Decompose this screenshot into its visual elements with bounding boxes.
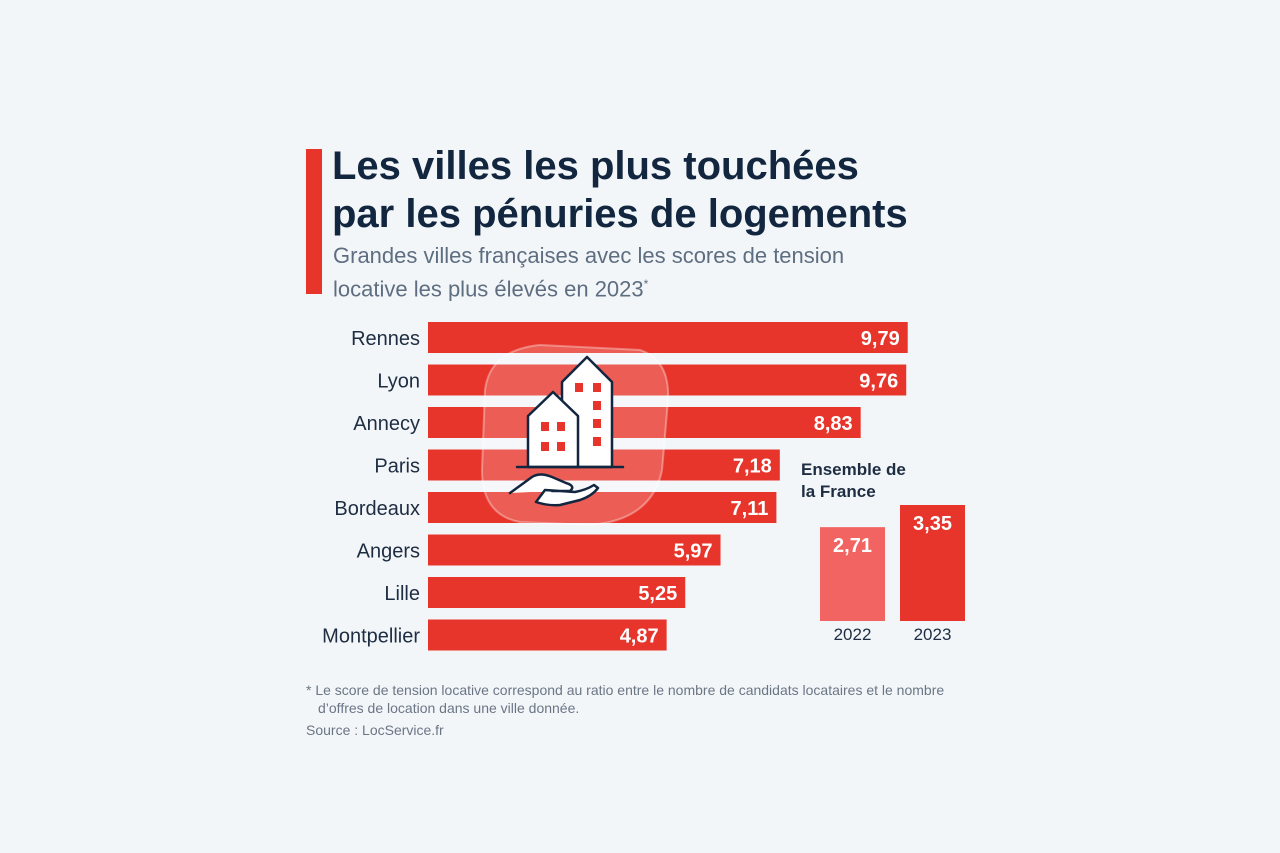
city-label: Bordeaux (334, 498, 420, 520)
bar-value-label: 8,83 (814, 413, 853, 435)
bar-value-label: 7,18 (733, 456, 772, 478)
city-label: Annecy (353, 413, 420, 435)
france-year-label: 2022 (834, 625, 872, 644)
city-label: Lyon (377, 371, 420, 393)
bar-value-label: 5,97 (674, 541, 713, 563)
france-bar-value-label: 2,71 (833, 535, 872, 557)
bar-bordeaux (428, 492, 777, 523)
bar-angers (428, 534, 721, 566)
france-bar-value-label: 3,35 (913, 513, 952, 535)
bar-value-label: 7,11 (731, 498, 769, 520)
bar-value-label: 9,76 (859, 371, 898, 393)
bar-value-label: 5,25 (638, 583, 677, 605)
subtitle-footnote-mark: * (643, 277, 649, 291)
bar-value-label: 4,87 (620, 626, 659, 648)
bar-lyon (428, 364, 907, 396)
chart-title: Les villes les plus touchées par les pén… (332, 142, 1012, 238)
title-line-1: Les villes les plus touchées (332, 144, 859, 188)
france-chart-title-line-2: la France (801, 482, 876, 501)
bar-lille (428, 577, 686, 608)
city-label: Paris (374, 456, 420, 478)
france-bar-2023 (900, 505, 965, 621)
subtitle-line-2: locative les plus élevés en 2023 (333, 276, 644, 302)
city-label: Lille (384, 583, 420, 605)
footnote-text: * Le score de tension locative correspon… (306, 682, 945, 716)
bar-annecy (428, 407, 861, 438)
france-year-label: 2023 (914, 625, 952, 644)
city-label: Rennes (351, 328, 420, 350)
bar-montpellier (428, 619, 667, 651)
france-bar-2022 (820, 527, 885, 621)
city-label: Montpellier (322, 626, 420, 648)
france-chart-title-line-1: Ensemble de (801, 460, 906, 479)
city-label: Angers (357, 541, 420, 563)
bar-value-label: 9,79 (861, 328, 900, 350)
title-line-2: par les pénuries de logements (332, 192, 908, 236)
subtitle-line-1: Grandes villes françaises avec les score… (333, 243, 845, 268)
source-text: Source : LocService.fr (306, 722, 444, 738)
houses-in-hand-icon (480, 343, 670, 527)
title-accent-bar (306, 149, 322, 294)
chart-subtitle: Grandes villes françaises avec les score… (333, 242, 973, 303)
footnote-block: * Le score de tension locative correspon… (306, 681, 966, 739)
bar-rennes (428, 322, 908, 353)
